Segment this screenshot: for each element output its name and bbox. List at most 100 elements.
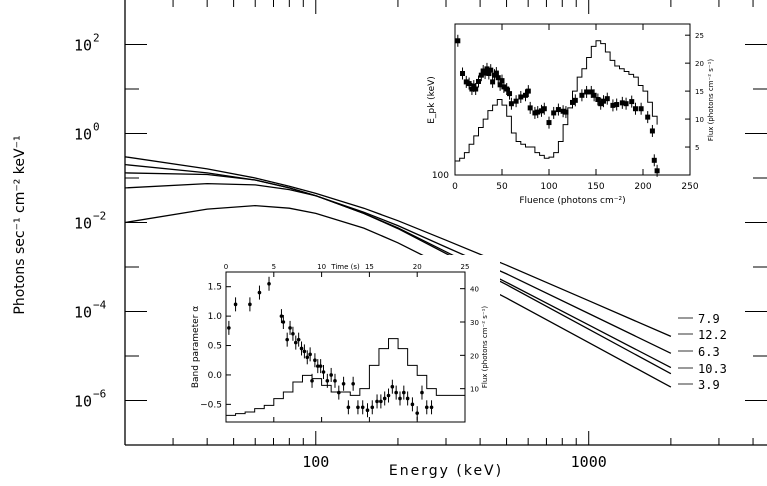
- inset-epk-x-ticklabel: 150: [587, 182, 604, 192]
- inset-alpha-point: [281, 320, 286, 324]
- curve-label: 10.3: [698, 362, 727, 376]
- inset-epk-point: [455, 38, 461, 44]
- main-curve: [124, 204, 672, 388]
- inset-epk-point: [598, 101, 604, 107]
- inset-alpha-point: [356, 405, 360, 410]
- inset-alpha-point: [267, 281, 271, 286]
- inset-alpha-y-ticklabel: 0.5: [208, 342, 222, 352]
- inset-alpha-point: [351, 381, 355, 386]
- inset-alpha-point: [365, 408, 370, 413]
- inset-alpha-point: [386, 393, 391, 398]
- inset-alpha-point: [394, 390, 398, 395]
- inset-epk-point: [555, 107, 561, 113]
- inset-epk-x-ticklabel: 100: [540, 182, 557, 192]
- inset-alpha-y-label: Band parameter α: [191, 306, 201, 388]
- inset-alpha-point: [279, 314, 284, 318]
- inset-epk-y-label: E_pk (keV): [427, 76, 437, 124]
- main-x-ticklabel: 1000: [571, 453, 607, 471]
- inset-epk-point: [570, 99, 575, 105]
- inset-epk-point: [513, 98, 519, 104]
- inset-alpha-y-ticklabel: −0.5: [200, 400, 222, 410]
- inset-epk-point: [629, 99, 635, 105]
- inset-alpha-y2-ticklabel: 20: [470, 352, 479, 360]
- inset-alpha-point: [424, 405, 429, 410]
- main-y-ticklabel-exp: 0: [93, 121, 100, 134]
- inset-alpha-point: [337, 390, 341, 395]
- inset-alpha-x-ticklabel: 5: [272, 263, 276, 271]
- inset-epk-point: [591, 92, 597, 98]
- inset-epk-point: [525, 88, 531, 94]
- inset-alpha-point: [402, 390, 406, 395]
- main-y-ticklabel-exp: 2: [93, 32, 100, 45]
- inset-epk-point: [649, 128, 655, 134]
- inset-alpha-point: [379, 399, 383, 404]
- inset-alpha-x-ticklabel: 0: [224, 263, 228, 271]
- inset-alpha-point: [375, 399, 379, 404]
- inset-epk-point: [497, 82, 503, 88]
- inset-epk-point: [476, 78, 481, 84]
- inset-epk-point: [523, 92, 528, 98]
- inset-epk-point: [651, 157, 657, 163]
- inset-epk-point: [486, 70, 492, 76]
- inset-alpha-y-ticklabel: 1.5: [208, 283, 222, 293]
- inset-epk-point: [538, 108, 544, 114]
- inset-alpha-point: [318, 364, 323, 368]
- inset-alpha-x-ticklabel: 20: [413, 263, 422, 271]
- inset-alpha-flux-step: [226, 338, 465, 416]
- inset-epk-point: [610, 102, 616, 108]
- inset-alpha-point: [315, 364, 320, 368]
- inset-alpha-point: [302, 349, 307, 354]
- inset-epk-point: [588, 89, 594, 95]
- main-y-ticklabel-base: 10: [74, 126, 92, 144]
- inset-alpha-point: [420, 390, 424, 395]
- inset-alpha-x-ticklabel: 15: [365, 263, 374, 271]
- inset-epk-point: [560, 108, 566, 114]
- inset-epk-point: [535, 109, 541, 115]
- main-y-ticklabel-exp: −4: [93, 299, 107, 312]
- inset-epk-background: [398, 18, 723, 210]
- inset-epk-point: [604, 96, 610, 102]
- inset-alpha-y2-ticklabel: 10: [470, 386, 479, 394]
- inset-alpha-point: [296, 337, 301, 342]
- inset-epk-point: [488, 67, 494, 73]
- inset-epk-point: [508, 101, 514, 107]
- inset-alpha-y-ticklabel: 1.0: [208, 312, 223, 322]
- inset-epk-point: [645, 114, 651, 120]
- inset-alpha-x-ticklabel: 25: [461, 263, 470, 271]
- inset-alpha-background: [188, 255, 500, 427]
- main-y-ticklabel-base: 10: [74, 215, 92, 233]
- curve-label: 7.9: [698, 312, 720, 326]
- inset-alpha-point: [248, 302, 252, 307]
- inset-alpha-point: [299, 346, 304, 351]
- main-x-ticklabel: 100: [302, 453, 329, 471]
- inset-alpha-point: [382, 396, 387, 401]
- inset-epk-y2-label: Flux (photons cm⁻² s⁻¹): [707, 59, 715, 142]
- inset-epk-y2-ticklabel: 5: [695, 144, 699, 152]
- inset-epk-point: [579, 92, 585, 98]
- main-y-ticklabel-exp: −2: [93, 210, 106, 223]
- inset-epk-y2-ticklabel: 25: [695, 32, 704, 40]
- inset-epk-x-ticklabel: 0: [452, 182, 458, 192]
- inset-epk-point: [546, 120, 552, 126]
- inset-epk-point: [614, 102, 620, 108]
- inset-alpha-point: [227, 326, 231, 330]
- main-y-ticklabel-base: 10: [74, 37, 92, 55]
- inset-epk-point: [501, 84, 507, 90]
- inset-epk-x-ticklabel: 50: [496, 182, 508, 192]
- inset-alpha-point: [293, 340, 298, 345]
- inset-alpha-point: [310, 379, 314, 383]
- inset-alpha-x-label: Time (s): [330, 263, 360, 271]
- inset-epk-point: [527, 105, 533, 111]
- main-y-ticklabel-base: 10: [74, 393, 92, 411]
- inset-epk-x-ticklabel: 250: [681, 182, 698, 192]
- main-y-ticklabel-exp: −6: [93, 388, 106, 401]
- inset-alpha-y2-ticklabel: 30: [470, 319, 479, 327]
- inset-alpha-point: [390, 384, 395, 389]
- inset-epk-point: [632, 106, 638, 112]
- inset-epk-point: [507, 91, 513, 97]
- inset-alpha-point: [360, 405, 365, 410]
- inset-alpha-y2-ticklabel: 40: [470, 286, 479, 294]
- inset-alpha-point: [288, 326, 292, 330]
- inset-epk-point: [623, 101, 629, 107]
- inset-epk-point: [484, 66, 490, 72]
